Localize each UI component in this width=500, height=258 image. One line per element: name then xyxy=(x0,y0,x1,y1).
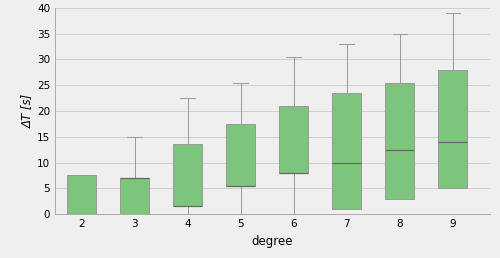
PathPatch shape xyxy=(173,144,202,206)
PathPatch shape xyxy=(438,70,468,188)
X-axis label: degree: degree xyxy=(252,235,293,248)
PathPatch shape xyxy=(226,124,256,186)
PathPatch shape xyxy=(279,106,308,173)
PathPatch shape xyxy=(332,93,362,209)
PathPatch shape xyxy=(120,178,149,214)
PathPatch shape xyxy=(67,175,96,214)
Y-axis label: ΔT [s]: ΔT [s] xyxy=(21,94,34,128)
PathPatch shape xyxy=(385,83,414,199)
